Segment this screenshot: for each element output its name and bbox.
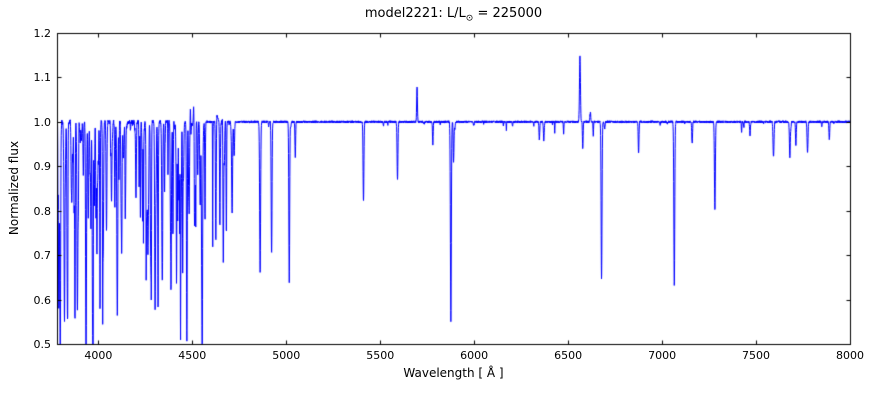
y-tick-label: 1.0 xyxy=(33,115,52,129)
x-tick-label: 7000 xyxy=(648,349,677,362)
chart-title: model2221: L/L⊙ = 225000 xyxy=(57,6,850,24)
y-axis-label: Normalized flux xyxy=(7,140,21,236)
x-tick-label: 5000 xyxy=(272,349,301,362)
x-tick-label: 4000 xyxy=(84,349,113,362)
y-tick-label: 0.9 xyxy=(33,160,52,174)
chart-title-sun-symbol: ⊙ xyxy=(465,13,474,24)
y-tick-label: 1.1 xyxy=(33,71,52,85)
x-tick-label: 6500 xyxy=(554,349,583,362)
x-tick-label: 4500 xyxy=(178,349,207,362)
y-tick-label: 0.7 xyxy=(33,249,52,263)
y-tick-label: 0.5 xyxy=(33,338,52,351)
chart-title-text: model2221: L/L xyxy=(364,6,466,21)
x-tick-label: 6000 xyxy=(460,349,489,362)
y-tick-label: 0.8 xyxy=(33,204,52,218)
x-tick-label: 8000 xyxy=(836,349,864,362)
x-tick-label: 5500 xyxy=(366,349,395,362)
y-tick-label: 0.6 xyxy=(33,293,52,307)
x-tick-label: 7500 xyxy=(742,349,771,362)
chart-title-value: = 225000 xyxy=(473,6,543,21)
x-axis-label: Wavelength [ Å ] xyxy=(403,366,504,380)
y-tick-label: 1.2 xyxy=(33,27,52,40)
